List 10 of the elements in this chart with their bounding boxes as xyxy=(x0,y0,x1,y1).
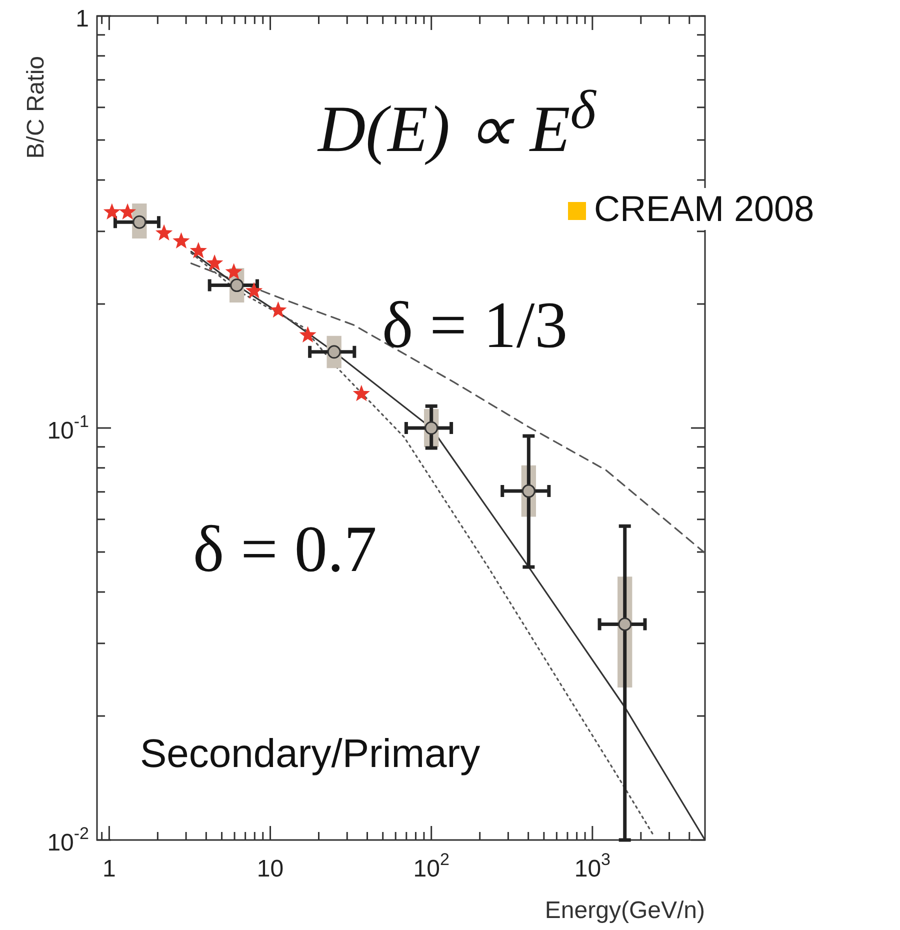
annotation: δ = 1/3 xyxy=(382,288,568,364)
annotation: Secondary/Primary xyxy=(140,732,480,777)
annotation: δ = 0.7 xyxy=(193,512,377,588)
annotation: CREAM 2008 xyxy=(592,188,816,230)
annotation: D(E) ∝ E$^{δ}$ xyxy=(318,78,596,168)
x-tick-label: 10 xyxy=(256,856,284,883)
y-axis-title: B/C Ratio xyxy=(22,56,50,159)
y-tick-label: 1 xyxy=(76,6,90,33)
x-tick-label: 1 xyxy=(102,856,116,883)
x-axis-title: Energy(GeV/n) xyxy=(544,897,705,924)
